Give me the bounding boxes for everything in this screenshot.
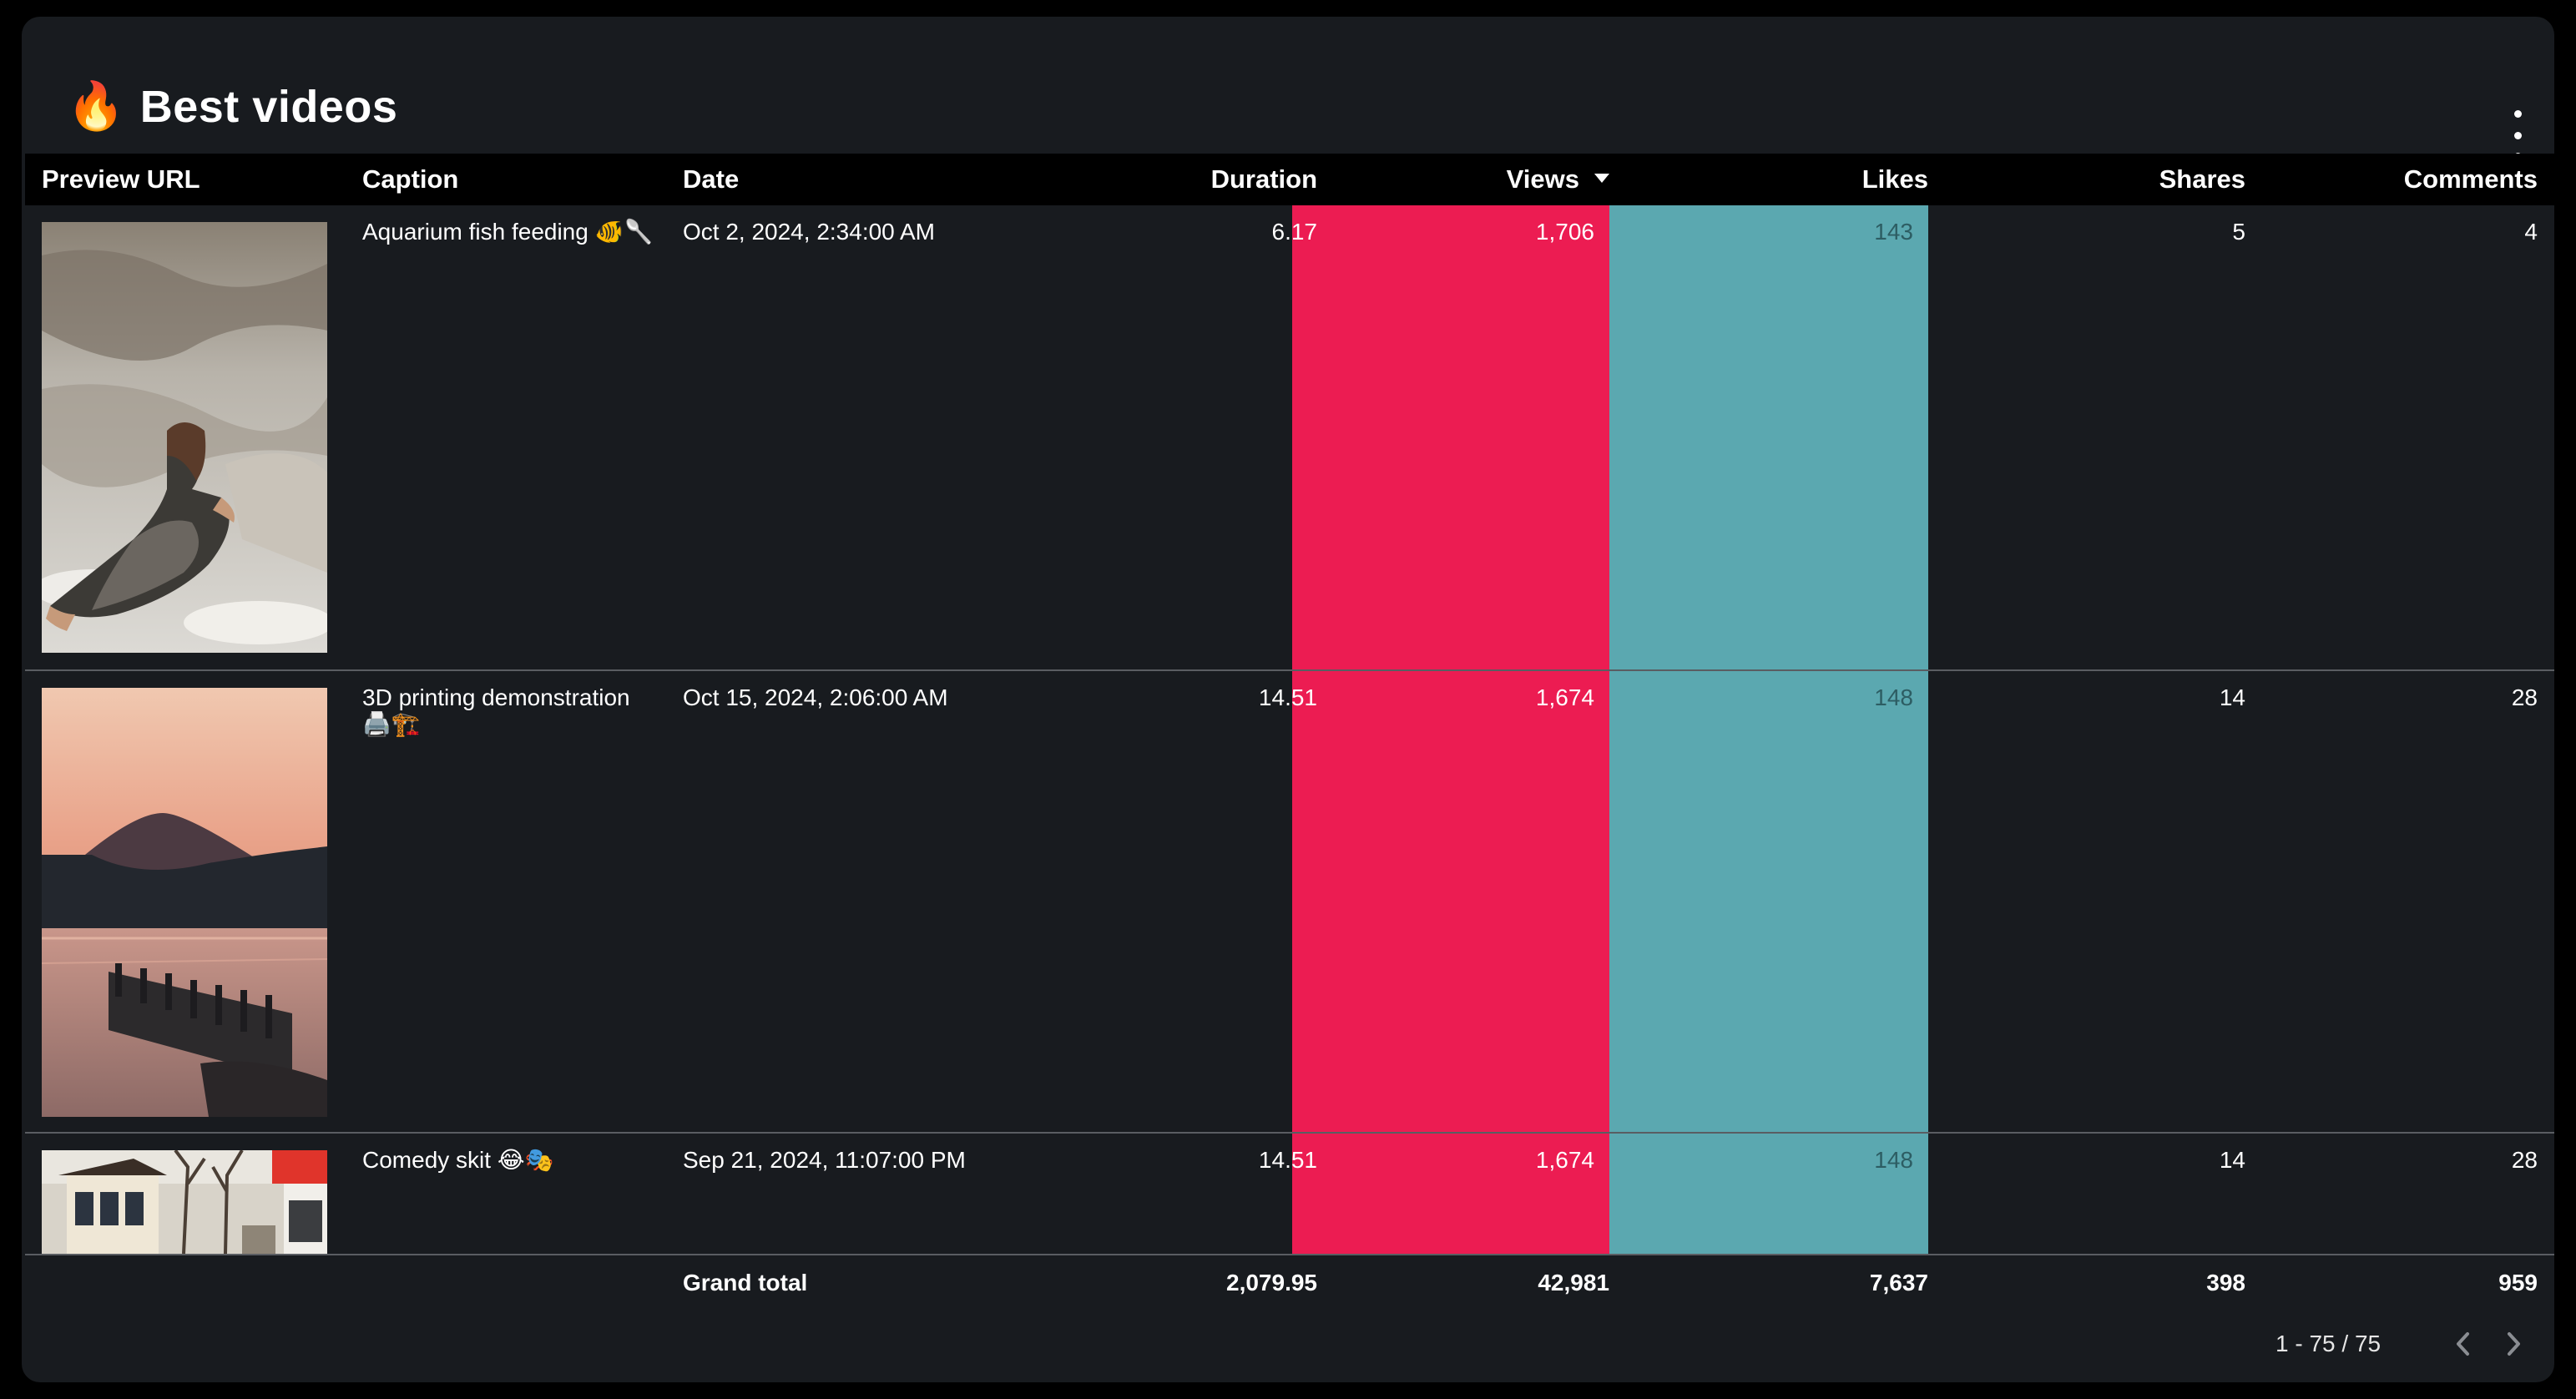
pagination-range: 1 - 75 / 75 (2275, 1331, 2382, 1356)
column-header-date[interactable]: Date (683, 164, 740, 194)
comments-value: 28 (2511, 1147, 2538, 1173)
sort-descending-icon (1594, 174, 1609, 184)
video-thumbnail[interactable] (42, 688, 327, 1117)
caption-text: 3D printing demonstration 🖨️🏗️ (362, 684, 630, 737)
column-header-caption[interactable]: Caption (362, 164, 459, 194)
widget-header: 🔥 Best videos (67, 65, 397, 149)
caption-text: Aquarium fish feeding 🐠🥄 (362, 219, 654, 245)
column-header-comments[interactable]: Comments (2403, 164, 2538, 194)
best-videos-card: 🔥 Best videos Preview URL Caption Date D… (22, 17, 2554, 1382)
more-options-icon[interactable] (2501, 110, 2534, 160)
total-duration: 2,079.95 (1226, 1270, 1317, 1295)
views-value: 1,706 (1535, 219, 1594, 245)
column-header-shares[interactable]: Shares (2159, 164, 2245, 194)
column-header-likes[interactable]: Likes (1861, 164, 1928, 194)
views-column-highlight (1292, 205, 1609, 1254)
total-comments: 959 (2498, 1270, 2538, 1295)
total-likes: 7,637 (1869, 1270, 1928, 1295)
total-shares: 398 (2206, 1270, 2245, 1295)
row-divider (25, 669, 2554, 671)
grand-total-row: Grand total 2,079.95 42,981 7,637 398 95… (25, 1257, 2554, 1309)
grand-total-label: Grand total (683, 1270, 808, 1295)
views-value: 1,674 (1535, 684, 1594, 710)
table-row[interactable]: Aquarium fish feeding 🐠🥄 Oct 2, 2024, 2:… (25, 205, 2554, 669)
shares-value: 5 (2232, 219, 2245, 245)
date-text: Sep 21, 2024, 11:07:00 PM (683, 1147, 966, 1173)
row-divider (25, 1132, 2554, 1134)
caption-text: Comedy skit 😂🎭 (362, 1147, 554, 1173)
row-divider (25, 1254, 2554, 1255)
fire-icon: 🔥 (67, 79, 125, 134)
shares-value: 14 (2219, 1147, 2245, 1173)
duration-value: 6.17 (1271, 219, 1318, 245)
column-header-views[interactable]: Views (1507, 154, 1609, 205)
table-row[interactable]: Comedy skit 😂🎭 Sep 21, 2024, 11:07:00 PM… (25, 1134, 2554, 1254)
date-text: Oct 2, 2024, 2:34:00 AM (683, 219, 935, 245)
video-thumbnail[interactable] (42, 1150, 327, 1254)
likes-value: 148 (1874, 1147, 1913, 1173)
duration-value: 14.51 (1258, 1147, 1317, 1173)
likes-value: 143 (1874, 219, 1913, 245)
pagination: 1 - 75 / 75 (2275, 1319, 2526, 1369)
comments-value: 4 (2524, 219, 2538, 245)
table-row[interactable]: 3D printing demonstration 🖨️🏗️ Oct 15, 2… (25, 671, 2554, 1132)
column-header-duration[interactable]: Duration (1210, 164, 1317, 194)
comments-value: 28 (2511, 684, 2538, 710)
shares-value: 14 (2219, 684, 2245, 710)
widget-title: Best videos (139, 82, 398, 132)
likes-column-highlight (1609, 205, 1928, 1254)
column-header-views-label: Views (1506, 164, 1579, 194)
total-views: 42,981 (1538, 1270, 1609, 1295)
views-value: 1,674 (1535, 1147, 1594, 1173)
likes-value: 148 (1874, 684, 1913, 710)
duration-value: 14.51 (1258, 684, 1317, 710)
chevron-left-icon[interactable] (2451, 1327, 2476, 1361)
table-header: Preview URL Caption Date Duration Views … (25, 154, 2554, 205)
chevron-right-icon[interactable] (2501, 1327, 2526, 1361)
date-text: Oct 15, 2024, 2:06:00 AM (683, 684, 948, 710)
column-header-preview-url[interactable]: Preview URL (42, 164, 200, 194)
video-thumbnail[interactable] (42, 222, 327, 653)
